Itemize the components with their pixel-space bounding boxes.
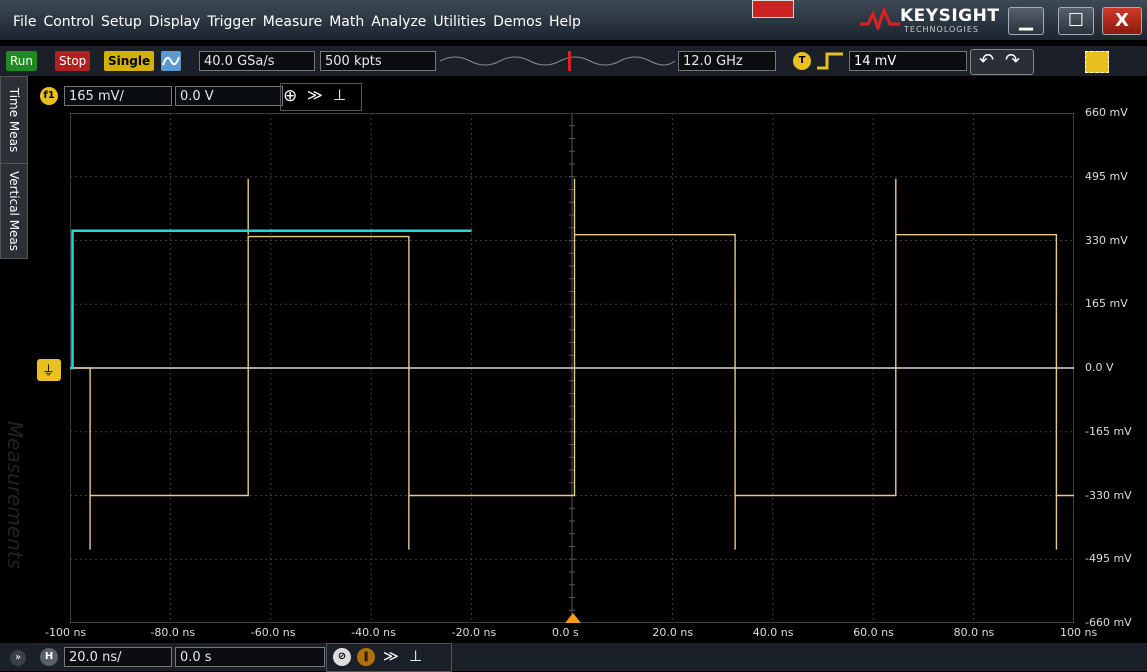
x-tick-label: 0.0 s	[552, 626, 579, 639]
menu-trigger[interactable]: Trigger	[207, 14, 256, 30]
sample-rate-field[interactable]: 40.0 GSa/s	[199, 51, 315, 71]
zoom-box-icon[interactable]	[1085, 51, 1109, 73]
menu-bar: File Control Setup Display Trigger Measure Mat…	[0, 0, 1147, 40]
timebase-scale-field[interactable]: 20.0 ns/	[64, 647, 172, 667]
waveform-display[interactable]	[70, 113, 1074, 623]
single-button[interactable]: Single	[104, 51, 155, 71]
expand-icon[interactable]: ≫	[307, 86, 323, 104]
brand-sub: TECHNOLOGIES	[904, 25, 979, 34]
trigger-position-indicator[interactable]	[440, 51, 675, 71]
undo-redo-group: ↶ ↷	[970, 49, 1034, 75]
function-tools: ⊕ ≫ ⊥	[280, 83, 362, 111]
y-tick-label: 165 mV	[1085, 297, 1128, 311]
pin-icon[interactable]: ⊥	[333, 86, 347, 104]
y-tick-label: -330 mV	[1085, 488, 1132, 502]
zoom-icon[interactable]: ⊘	[333, 648, 351, 666]
expand-panel-icon[interactable]: »	[10, 650, 26, 666]
tab-time-meas-label: Time Meas	[7, 87, 21, 153]
menu-display[interactable]: Display	[148, 14, 201, 30]
autoscale-icon	[162, 56, 180, 66]
series-1-trace	[70, 233, 1074, 497]
menu-measure[interactable]: Measure	[262, 14, 323, 30]
x-tick-label: 20.0 ns	[652, 626, 694, 639]
y-tick-label: -660 mV	[1085, 616, 1132, 629]
menu-list: File Control Setup Display Trigger Measure Mat…	[13, 14, 588, 30]
x-tick-label: -20.0 ns	[451, 626, 497, 639]
function-offset-field[interactable]: 0.0 V	[175, 86, 283, 106]
f1-badge[interactable]: f1	[40, 87, 58, 105]
function-scale-field[interactable]: 165 mV/	[64, 86, 172, 106]
minimize-icon: ▁	[1019, 10, 1033, 31]
close-button[interactable]: X	[1102, 7, 1142, 35]
x-tick-label: 100 ns	[1060, 626, 1098, 639]
keysight-wave-icon	[860, 8, 900, 30]
menu-control[interactable]: Control	[43, 14, 95, 30]
menu-setup[interactable]: Setup	[101, 14, 142, 30]
menu-demos[interactable]: Demos	[493, 14, 542, 30]
undo-icon[interactable]: ↶	[979, 50, 995, 71]
keysight-logo: KEYSIGHT TECHNOLOGIES	[860, 4, 1000, 34]
x-tick-label: 60.0 ns	[853, 626, 894, 639]
y-tick-label: 330 mV	[1085, 233, 1128, 247]
trigger-level-field[interactable]: 14 mV	[849, 51, 967, 71]
y-tick-label: 0.0 V	[1085, 361, 1114, 374]
x-tick-label: -40.0 ns	[351, 626, 396, 639]
horizontal-badge[interactable]: H	[40, 648, 58, 666]
timebase-bar: H 20.0 ns/ 0.0 s ⊘ ‖ ≫ ⊥	[0, 643, 1147, 672]
measurements-panel-label: Measurements	[3, 420, 27, 570]
pin-icon[interactable]: ⊥	[409, 647, 423, 665]
memory-depth-field[interactable]: 500 kpts	[320, 51, 436, 71]
autoscale-button[interactable]	[161, 51, 181, 71]
trigger-badge[interactable]: T	[793, 52, 811, 70]
add-icon[interactable]: ⊕	[283, 86, 298, 106]
timebase-tools: ⊘ ‖ ≫ ⊥	[326, 643, 452, 672]
menu-analyze[interactable]: Analyze	[371, 14, 427, 30]
run-button[interactable]: Run	[6, 51, 38, 71]
x-tick-label: 40.0 ns	[752, 626, 794, 639]
x-tick-label: -60.0 ns	[250, 626, 296, 639]
redo-icon[interactable]: ↷	[1005, 50, 1021, 71]
menu-utilities[interactable]: Utilities	[433, 14, 487, 30]
maximize-button[interactable]: ☐	[1058, 7, 1094, 35]
menu-help[interactable]: Help	[549, 14, 581, 30]
x-tick-label: -100 ns	[45, 626, 87, 639]
trigger-position-marker[interactable]	[565, 613, 581, 623]
y-tick-label: 660 mV	[1085, 106, 1128, 119]
menu-file[interactable]: File	[13, 14, 37, 30]
bandwidth-field[interactable]: 12.0 GHz	[678, 51, 776, 71]
tab-vertical-meas-label: Vertical Meas	[7, 170, 21, 252]
navigate-icon[interactable]: ‖	[357, 648, 375, 666]
x-tick-label: -80.0 ns	[150, 626, 196, 639]
rising-edge-icon[interactable]	[815, 52, 845, 70]
expand-icon[interactable]: ≫	[383, 647, 399, 665]
channel-ground-marker[interactable]: ⏚	[37, 359, 61, 381]
toolbar: Run Stop Single 40.0 GSa/s 500 kpts 12.0…	[0, 46, 1147, 76]
app-icon[interactable]	[752, 0, 794, 18]
x-tick-label: 80.0 ns	[953, 626, 995, 639]
stop-button[interactable]: Stop	[55, 51, 91, 71]
maximize-icon: ☐	[1067, 10, 1085, 31]
ground-icon: ⏚	[42, 364, 56, 379]
minimize-button[interactable]: ▁	[1008, 7, 1044, 35]
tab-time-meas[interactable]: Time Meas	[0, 76, 28, 164]
y-tick-label: -165 mV	[1085, 424, 1132, 438]
timebase-position-field[interactable]: 0.0 s	[175, 647, 325, 667]
tab-vertical-meas[interactable]: Vertical Meas	[0, 163, 28, 259]
brand-name: KEYSIGHT	[900, 6, 1000, 26]
y-tick-label: -495 mV	[1085, 552, 1132, 566]
series-2-trace	[70, 229, 472, 370]
menu-math[interactable]: Math	[329, 14, 365, 30]
y-tick-label: 495 mV	[1085, 169, 1128, 183]
